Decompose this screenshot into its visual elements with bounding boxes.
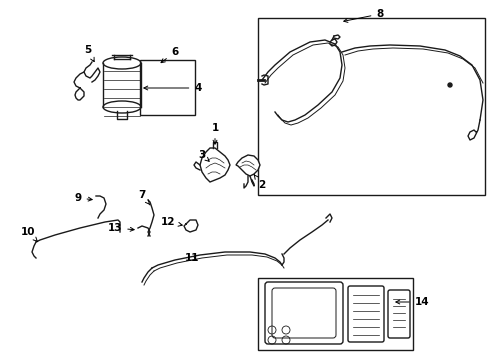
FancyBboxPatch shape [264, 282, 342, 344]
Text: 12: 12 [161, 217, 182, 227]
Polygon shape [200, 148, 229, 182]
FancyBboxPatch shape [271, 288, 335, 338]
Text: 8: 8 [343, 9, 383, 22]
Text: 9: 9 [74, 193, 92, 203]
Text: 7: 7 [138, 190, 150, 205]
Text: 13: 13 [107, 223, 134, 233]
Bar [258, 278, 412, 350]
Text: 3: 3 [198, 150, 209, 161]
Text: 10: 10 [20, 227, 38, 242]
Bar [140, 60, 195, 115]
Text: 6: 6 [161, 47, 178, 63]
FancyBboxPatch shape [347, 286, 383, 342]
FancyBboxPatch shape [387, 290, 409, 338]
Text: 1: 1 [211, 123, 218, 144]
Polygon shape [236, 155, 260, 176]
Text: 2: 2 [254, 175, 265, 190]
Text: 4: 4 [143, 83, 201, 93]
Text: 5: 5 [84, 45, 94, 62]
Circle shape [447, 83, 451, 87]
Text: 11: 11 [184, 253, 199, 263]
Text: 14: 14 [395, 297, 428, 307]
